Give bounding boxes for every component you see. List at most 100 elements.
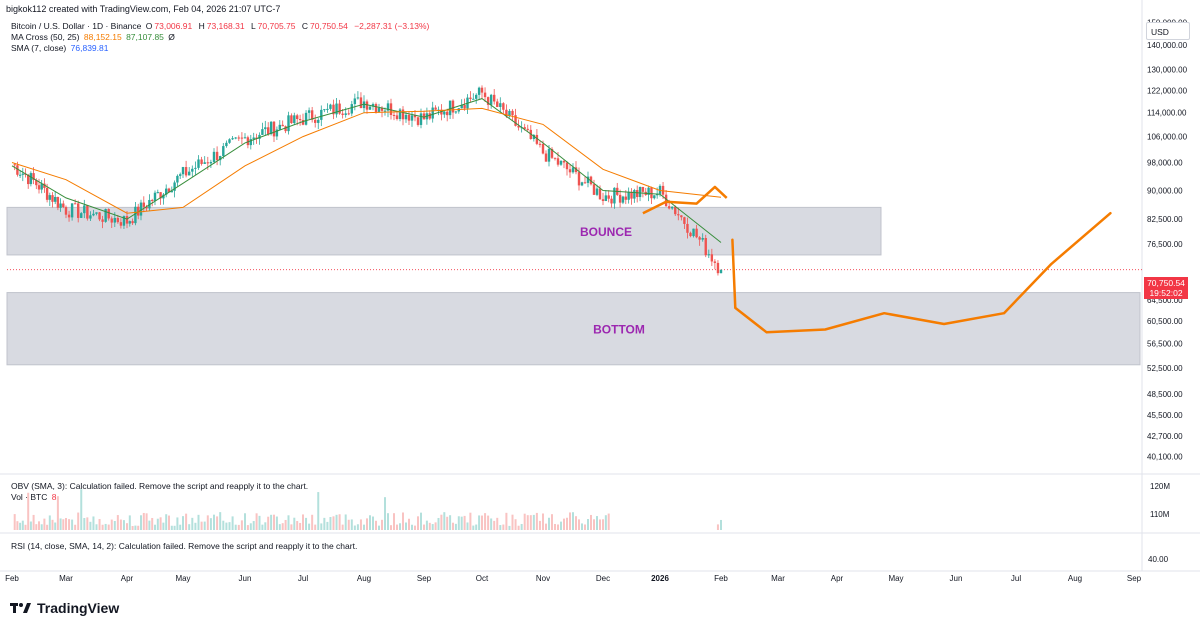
volume-bar <box>372 516 374 530</box>
candle-body <box>246 137 250 146</box>
candle-body <box>27 174 30 185</box>
rsi-legend[interactable]: RSI (14, close, SMA, 14, 2): Calculation… <box>11 541 358 551</box>
candle-body <box>40 183 43 190</box>
volume-bar <box>16 521 19 530</box>
volume-bar <box>366 518 368 530</box>
volume-bar <box>77 512 80 530</box>
candle-body <box>45 187 49 200</box>
open-label: O <box>145 21 153 31</box>
ma-cross-legend[interactable]: MA Cross (50, 25) 88,152.15 87,107.85 Ø <box>11 32 177 42</box>
candle-body <box>404 114 408 120</box>
sma-legend[interactable]: SMA (7, close) 76,839.81 <box>11 43 110 53</box>
volume-bar <box>496 517 499 530</box>
volume-bar <box>308 523 311 530</box>
volume-bar <box>48 515 51 530</box>
candle-body <box>353 98 357 105</box>
candle-body <box>267 127 270 135</box>
bounce-curve <box>642 185 728 215</box>
volume-bar <box>46 524 49 530</box>
volume-legend[interactable]: Vol · BTC 8 <box>11 492 58 502</box>
candle-body <box>258 134 261 139</box>
moving-averages-layer <box>11 98 722 243</box>
volume-bar <box>545 523 547 530</box>
zone-bottom <box>6 292 1141 366</box>
volume-bar <box>24 524 27 530</box>
volume-bar <box>170 525 173 530</box>
candle-body <box>719 269 723 274</box>
candle-body <box>240 137 244 139</box>
volume-bar <box>194 522 197 530</box>
candle-body <box>159 192 162 199</box>
volume-bar <box>191 517 194 530</box>
tradingview-logo[interactable]: TradingView <box>10 600 119 616</box>
candle-body <box>134 206 137 224</box>
volume-bar <box>454 523 457 530</box>
close-label: C <box>301 21 309 31</box>
volume-bar <box>107 524 110 530</box>
candle-body <box>119 222 123 226</box>
price-tick-label: 82,500.00 <box>1147 215 1183 224</box>
candle-body <box>638 186 642 198</box>
candle-body <box>131 221 134 224</box>
volume-bar <box>119 519 122 530</box>
obv-legend[interactable]: OBV (SMA, 3): Calculation failed. Remove… <box>11 481 309 491</box>
volume-bar <box>156 518 159 530</box>
candle-body <box>43 183 46 188</box>
candle-body <box>368 106 372 110</box>
volume-bar <box>56 496 59 530</box>
high-label: H <box>198 21 205 31</box>
volume-bar <box>142 512 145 530</box>
candle-body <box>290 115 293 124</box>
candle-body <box>92 213 95 216</box>
volume-bar <box>440 514 443 530</box>
ma-cross-name: MA Cross (50, 25) <box>11 32 80 42</box>
volume-bar <box>523 513 526 530</box>
candle-body <box>98 212 101 220</box>
candle-body <box>508 110 511 117</box>
candle-body <box>451 100 455 113</box>
candle-body <box>153 192 157 201</box>
candle-body <box>48 195 51 200</box>
candle-body <box>523 127 526 129</box>
volume-bar <box>311 514 314 530</box>
candle-body <box>304 112 308 125</box>
candle-body <box>184 167 188 176</box>
time-tick-label: Feb <box>714 574 728 583</box>
candle-body <box>320 109 323 120</box>
volume-bar <box>113 520 116 530</box>
candle-body <box>326 108 329 110</box>
candle-body <box>583 182 587 184</box>
symbol-legend[interactable]: Bitcoin / U.S. Dollar · 1D · Binance O 73… <box>11 21 431 31</box>
candle-body <box>428 113 431 119</box>
volume-bar <box>213 514 215 530</box>
candle-body <box>113 217 116 223</box>
volume-bar <box>411 524 413 530</box>
time-tick-label: May <box>888 574 903 583</box>
volume-bar <box>434 522 437 530</box>
candle-body <box>344 113 347 115</box>
volume-bar <box>457 516 460 530</box>
volume-bar <box>390 525 392 530</box>
volume-bar <box>350 519 353 530</box>
candle-body <box>514 115 517 126</box>
candle-body <box>574 167 578 173</box>
candle-body <box>586 176 590 183</box>
volume-bar <box>490 518 493 530</box>
time-tick-label: Jun <box>950 574 963 583</box>
volume-bar <box>234 524 237 530</box>
candle-body <box>480 87 484 93</box>
currency-button[interactable]: USD <box>1146 22 1190 40</box>
volume-tick-label: 110M <box>1150 510 1170 519</box>
volume-bar <box>296 521 299 530</box>
candle-body <box>32 173 35 181</box>
candle-body <box>179 174 182 176</box>
candle-body <box>107 209 110 219</box>
volume-bar <box>499 525 502 530</box>
candle-body <box>170 190 173 193</box>
volume-bar <box>35 524 38 530</box>
volume-bar <box>284 519 287 530</box>
candle-body <box>222 146 225 157</box>
candle-body <box>416 117 420 125</box>
volume-bar <box>104 523 107 530</box>
